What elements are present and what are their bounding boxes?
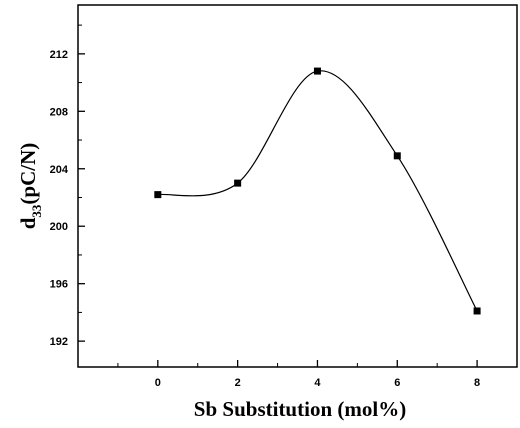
data-point <box>473 307 481 315</box>
y-tick-label: 212 <box>50 49 68 61</box>
data-point <box>393 152 401 160</box>
y-tick-label: 200 <box>50 221 68 233</box>
x-axis-ticks: 0 2 4 6 8 <box>117 360 480 389</box>
x-tick-label: 0 <box>155 377 161 389</box>
y-tick-label: 204 <box>50 164 69 176</box>
plot-frame <box>77 4 518 368</box>
y-axis-title-rest: (pC/N) <box>16 143 40 205</box>
data-point <box>313 67 321 75</box>
y-tick-label: 196 <box>50 279 68 291</box>
series-line <box>157 70 478 312</box>
data-points <box>154 67 481 315</box>
x-tick-label: 4 <box>314 377 321 389</box>
y-axis-title: d33(pC/N) <box>16 143 44 230</box>
data-point <box>154 191 162 199</box>
x-axis-title: Sb Substitution (mol%) <box>194 397 406 421</box>
y-axis-title-main: d <box>16 217 40 229</box>
x-tick-label: 8 <box>474 377 480 389</box>
x-tick-label: 2 <box>235 377 241 389</box>
y-axis-title-subscript: 33 <box>29 204 44 218</box>
y-tick-label: 192 <box>50 336 68 348</box>
y-axis-ticks: 192 196 200 204 208 212 <box>50 24 85 348</box>
x-tick-label: 6 <box>394 377 400 389</box>
y-tick-label: 208 <box>50 106 68 118</box>
data-point <box>234 179 242 187</box>
